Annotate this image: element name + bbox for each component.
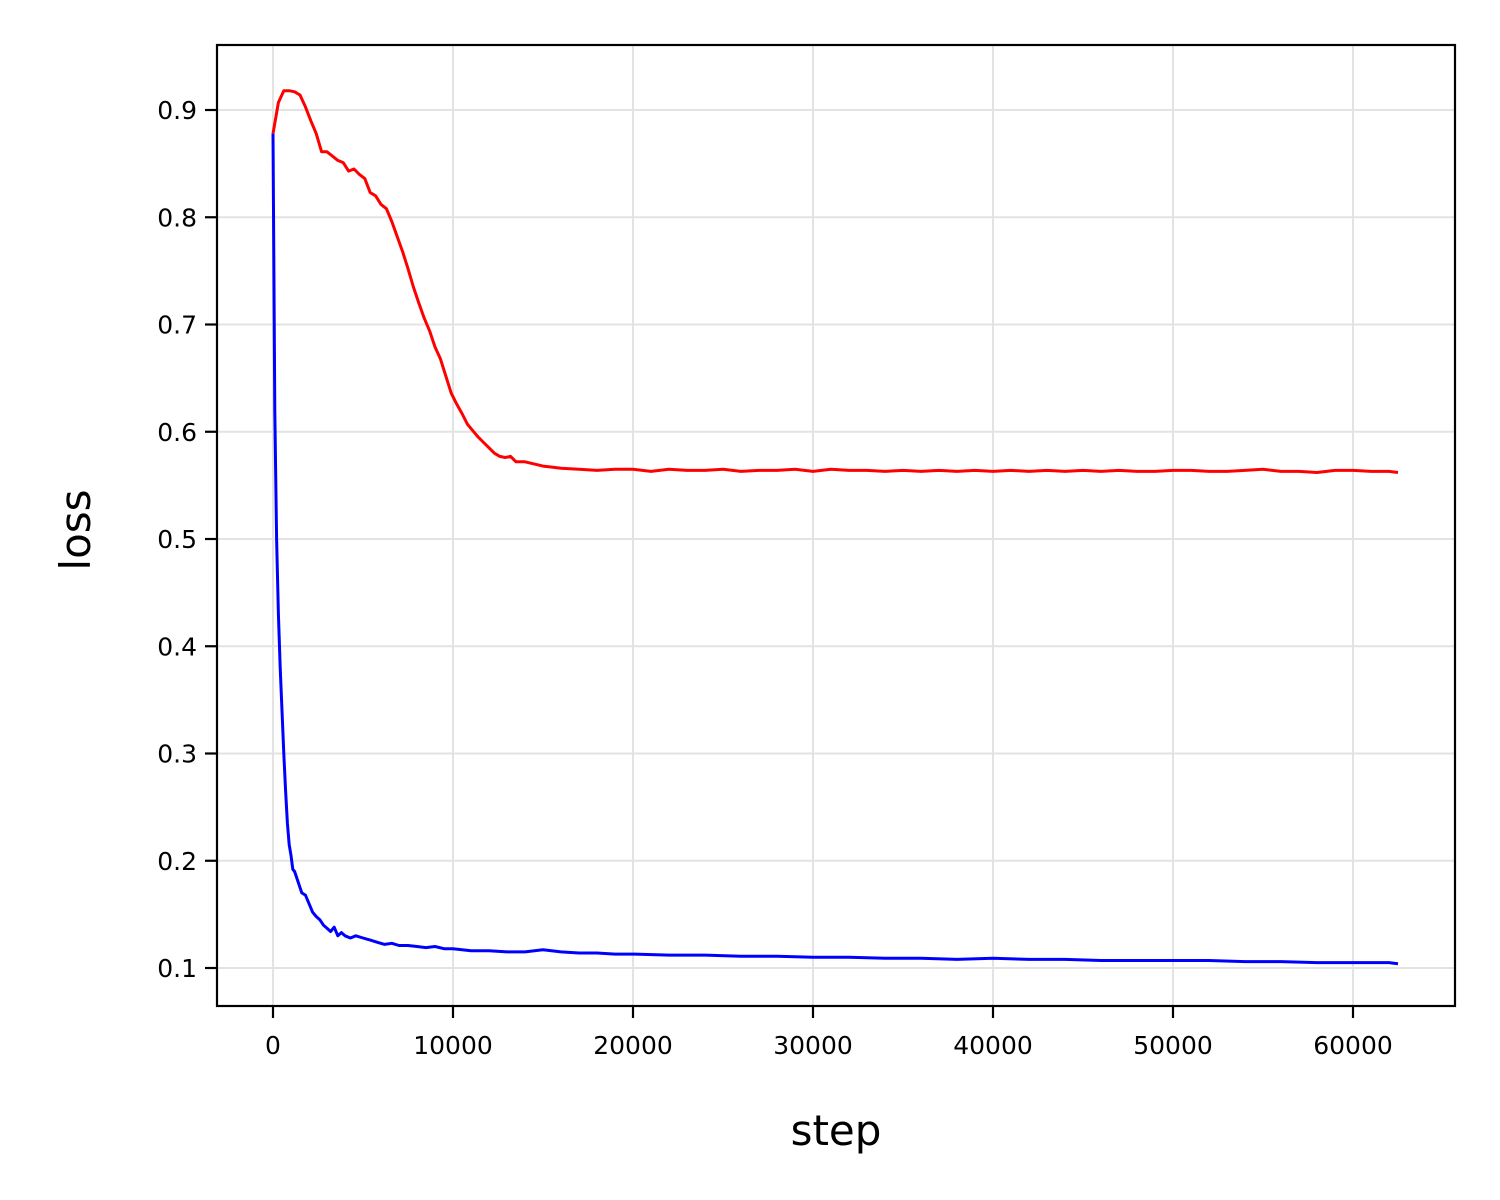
data-series (271, 89, 1399, 966)
blue-loss-line (271, 133, 1399, 966)
x-tick-label: 30000 (773, 1031, 853, 1060)
y-tick-label: 0.1 (157, 954, 197, 983)
x-axis-ticks: 0 10000 20000 30000 40000 50000 60000 (265, 1006, 1393, 1060)
grid-lines (217, 45, 1455, 1006)
red-loss-line (271, 89, 1399, 474)
y-tick-label: 0.8 (157, 203, 197, 232)
x-tick-label: 40000 (953, 1031, 1033, 1060)
x-tick-label: 0 (265, 1031, 281, 1060)
plot-frame (215, 43, 1457, 1008)
y-tick-label: 0.3 (157, 740, 197, 769)
y-tick-label: 0.6 (157, 418, 197, 447)
y-tick-label: 0.2 (157, 847, 197, 876)
y-tick-label: 0.9 (157, 96, 197, 125)
x-axis-label: step (791, 1106, 882, 1155)
x-tick-label: 20000 (593, 1031, 673, 1060)
y-tick-label: 0.7 (157, 311, 197, 340)
y-axis-ticks: 0.1 0.2 0.3 0.4 0.5 0.6 0.7 0.8 0.9 (157, 96, 217, 983)
x-tick-label: 10000 (413, 1031, 493, 1060)
y-axis-label: loss (51, 489, 100, 570)
y-tick-label: 0.4 (157, 632, 197, 661)
x-tick-label: 60000 (1313, 1031, 1393, 1060)
x-tick-label: 50000 (1133, 1031, 1213, 1060)
y-tick-label: 0.5 (157, 525, 197, 554)
